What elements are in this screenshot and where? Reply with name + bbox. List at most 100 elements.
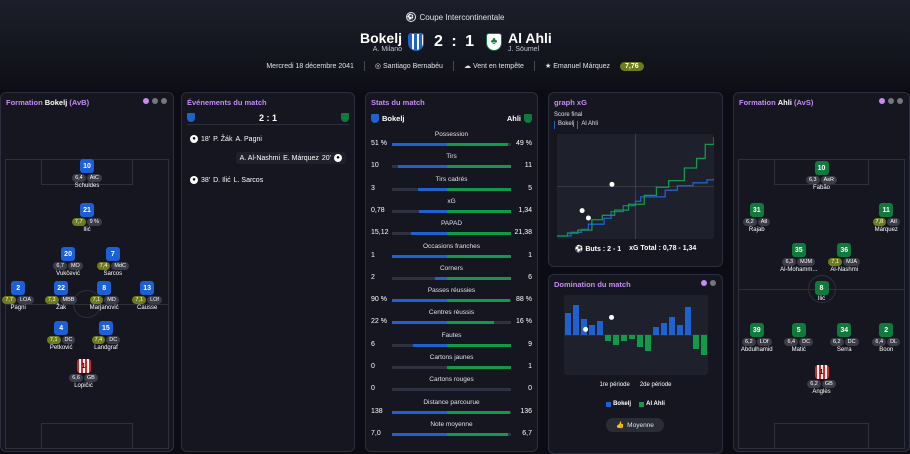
domination-toggle[interactable] [701,280,716,286]
view-dot-1[interactable] [879,98,885,104]
stat-home-fill [410,232,456,236]
event-goal-3[interactable]: ● 38' D. Ilić L. Sarcos [190,176,263,184]
player-name: Ilić [817,296,826,302]
stat-row: Cartons jaunes 0 1 [371,354,532,376]
player-card[interactable]: 10 6,3 AsR Fabão [800,161,844,191]
stat-row: Distance parcourue 138 136 [371,399,532,421]
xg-line-home [557,178,714,237]
player-rating: 7,1 [828,258,843,266]
stat-away-value: 21,38 [514,229,532,237]
stat-label: Possession [434,131,469,138]
event-goal-1[interactable]: ● 18' P. Žák A. Pagni [190,135,262,143]
player-card[interactable]: 2 7,7 LOA Pagni [1,281,40,311]
stat-row: Tirs cadrés 3 5 [371,176,532,198]
away-team[interactable]: Al Ahli J. Söumel [502,30,612,53]
stat-home-bar [392,187,456,191]
goal-marker[interactable] [609,181,615,187]
player-card[interactable]: 5 6,4 DC Matić [777,323,821,353]
view-dot-1[interactable] [143,98,149,104]
player-card[interactable]: 8 7,1 MD Marjanović [82,281,126,311]
player-card[interactable]: 7 7,4 MdC Sarcos [91,247,135,277]
legend-swatch-home [606,401,612,407]
player-name: Sarcos [103,271,123,277]
player-rating: 6,3 [782,258,797,266]
player-card[interactable]: 22 7,3 MBB Žak [39,281,83,311]
divider [452,61,454,71]
domination-legend: Bokelj Al Ahli [554,401,717,407]
player-rating: 7,1 [46,336,61,344]
player-card[interactable]: 36 7,1 MJA Al-Nashmi [822,243,866,273]
player-name: Abdulhamid [740,347,773,353]
event-scorer: D. Ilić [213,176,231,184]
player-card[interactable]: 4 7,1 DC Petković [39,321,83,351]
average-button[interactable]: 👍 Moyenne [606,418,664,432]
domination-bar-home [565,313,571,335]
match-date: Mercredi 18 décembre 2041 [266,62,354,70]
away-formation-title: Formation Ahli (AvS) [739,98,814,107]
player-position: LOA [17,296,35,304]
player-rating: 6,2 [829,338,844,346]
weather: Vent en tempête [472,62,524,70]
player-tags: 6,7 MO [46,262,90,270]
home-team-name[interactable]: Bokelj [359,30,402,46]
view-dot-3[interactable] [161,98,167,104]
stat-home-bar [392,343,456,347]
player-rating: 7,1 [89,296,104,304]
view-dot-2[interactable] [152,98,158,104]
stat-home-bar [392,299,456,303]
player-card[interactable]: 35 6,3 MJM Al-Mohamm... [777,243,821,273]
player-tags: 6,3 AsR [800,176,844,184]
player-name: Rajab [748,227,765,233]
stat-home-value: 0 [371,385,375,393]
view-dot-2[interactable] [888,98,894,104]
stat-away-value: 9 [528,340,532,348]
player-tags: 7,1 LOf [125,296,169,304]
xg-footer: ⚽ Buts : 2 - 1 xG Total : 0,78 - 1,34 [554,245,717,253]
player-card[interactable]: 34 6,2 DC Serra [822,323,866,353]
event-goal-2[interactable]: A. Al-Nashmi E. Márquez 20' ● [235,152,346,164]
away-team-name[interactable]: Al Ahli [508,30,552,46]
stat-home-value: 90 % [371,296,387,304]
player-rating: 7,8 [872,218,887,226]
player-card[interactable]: 11 7,8 AtI Márquez [864,203,908,233]
player-card[interactable]: 13 7,1 LOf Causse [125,281,169,311]
away-crest-icon: ♣ [486,32,502,51]
player-name: Márquez [874,227,898,233]
player-card[interactable]: 2 6,4 DL Boon [864,323,908,353]
player-card[interactable]: 20 6,7 MO Vukčević [46,247,90,277]
stat-label: Corners [439,264,464,272]
player-card[interactable]: 1 6,2 GB Anglès [800,365,844,395]
view-toggle[interactable] [879,98,903,104]
stat-away-value: 11 [524,162,532,170]
home-team[interactable]: Bokelj A. Milano [298,30,408,53]
player-card[interactable]: 10 6,4 AtC Schuldes [65,159,109,189]
home-crest-icon [407,32,424,51]
goal-marker[interactable] [585,215,591,221]
goal-marker[interactable] [609,314,615,320]
view-dot-3[interactable] [897,98,903,104]
player-card[interactable]: 31 6,2 AtI Rajab [735,203,779,233]
player-card[interactable]: 1 6,6 GB Lopičić [62,359,106,389]
player-position: MO [67,262,83,270]
player-card[interactable]: 21 7,7 9 % Ilić [65,203,109,233]
player-card[interactable]: 39 6,2 LOf Abdulhamid [735,323,779,353]
view-toggle[interactable] [143,98,167,104]
view-dot-2[interactable] [710,280,716,286]
player-card[interactable]: 15 7,4 DC Landgraf [84,321,128,351]
goal-marker[interactable] [579,208,585,214]
view-dot-1[interactable] [701,280,707,286]
stat-home-bar [392,366,456,369]
player-card[interactable]: 8 Ilić [800,281,844,302]
player-rating: 7,4 [96,262,111,270]
player-name: Schuldes [74,183,100,189]
goal-marker[interactable] [583,326,589,332]
player-name: Marjanović [89,305,119,311]
stat-label: Tirs [446,153,457,161]
stat-away-bar [447,209,511,213]
stat-home-fill [392,321,456,325]
shirt-icon: 10 [814,161,829,175]
shirt-icon: 10 [80,159,94,173]
player-position: DC [106,336,121,344]
domination-bar-away [645,335,651,351]
stat-away-fill [447,143,509,146]
